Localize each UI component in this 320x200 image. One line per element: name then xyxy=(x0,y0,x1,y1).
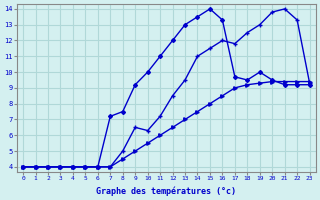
X-axis label: Graphe des températures (°c): Graphe des températures (°c) xyxy=(96,186,236,196)
